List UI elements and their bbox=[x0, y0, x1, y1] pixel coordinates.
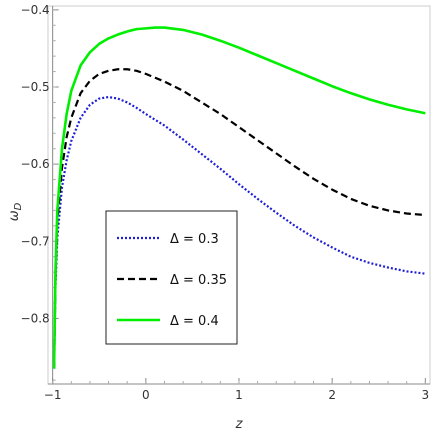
y-tick-label: −0.5 bbox=[21, 80, 50, 94]
x-tick-label: 0 bbox=[142, 388, 150, 402]
legend-label-3: Δ = 0.4 bbox=[170, 314, 219, 329]
y-tick-label: −0.8 bbox=[21, 311, 50, 325]
series-line-1 bbox=[52, 95, 426, 369]
y-axis-title-sub: D bbox=[13, 202, 24, 210]
x-axis-title: z bbox=[235, 417, 244, 432]
series-line-2 bbox=[52, 68, 426, 369]
legend-label-2: Δ = 0.35 bbox=[170, 273, 227, 288]
y-axis-title-main: ω bbox=[7, 210, 22, 221]
legend: Δ = 0.3 Δ = 0.35 Δ = 0.4 bbox=[105, 210, 238, 345]
series-line-3 bbox=[52, 26, 426, 369]
legend-label-1: Δ = 0.3 bbox=[170, 232, 219, 247]
legend-box bbox=[105, 210, 238, 345]
x-tick-label: −1 bbox=[44, 388, 62, 402]
x-tick-label: 2 bbox=[328, 388, 336, 402]
axes: −1 0 1 2 3 −0.4 −0.5 −0.6 −0.7 −0.8 bbox=[21, 3, 430, 402]
y-tick-label: −0.6 bbox=[21, 157, 50, 171]
y-axis-title: ωD bbox=[7, 202, 24, 221]
series-layer bbox=[52, 26, 426, 369]
x-tick-label: 1 bbox=[235, 388, 243, 402]
y-tick-label: −0.4 bbox=[21, 3, 50, 17]
y-tick-label: −0.7 bbox=[21, 234, 50, 248]
x-tick-label: 3 bbox=[422, 388, 430, 402]
svg-text:ωD: ωD bbox=[7, 202, 24, 221]
plot-frame bbox=[47, 5, 431, 385]
